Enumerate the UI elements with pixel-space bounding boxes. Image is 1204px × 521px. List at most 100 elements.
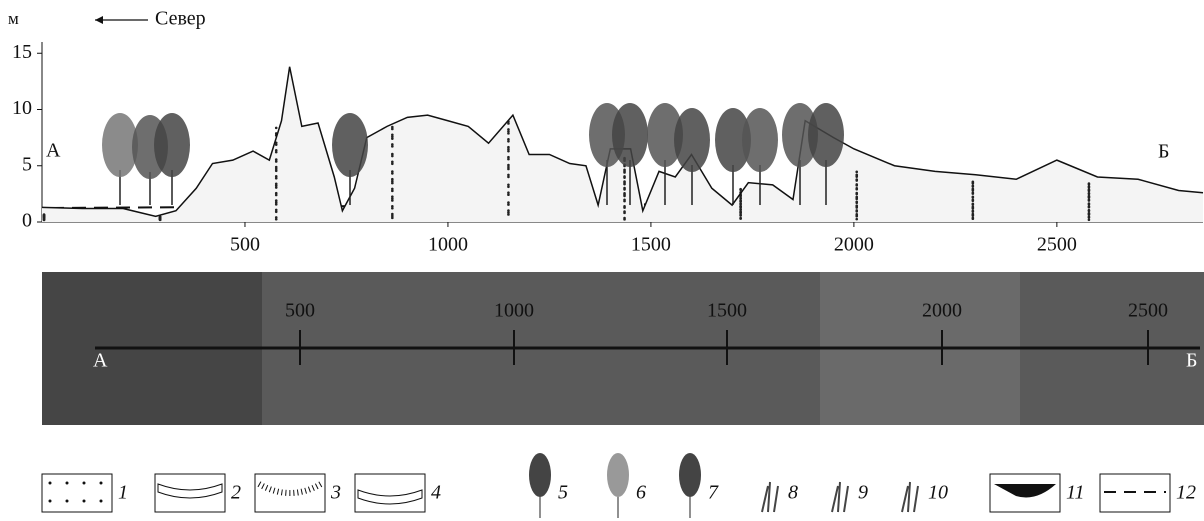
- sand-dot: [972, 210, 975, 213]
- tree-crown: [674, 108, 710, 172]
- x-tick-label: 500: [230, 234, 260, 256]
- sand-dot: [1088, 205, 1091, 208]
- legend-dot: [49, 500, 52, 503]
- sand-dot: [855, 196, 858, 199]
- figure: м Север А Б А Б 051015500100015002000250…: [0, 0, 1204, 521]
- legend-dot: [49, 482, 52, 485]
- sand-dot: [855, 171, 858, 174]
- sand-dot: [391, 133, 394, 136]
- sand-dot: [391, 178, 394, 181]
- profile-end-label: Б: [1158, 141, 1169, 163]
- legend-box: [155, 474, 225, 512]
- legend-number: 7: [708, 482, 719, 504]
- sand-dot: [1088, 216, 1091, 219]
- legend-number: 10: [928, 482, 948, 504]
- sand-dot: [507, 164, 510, 167]
- y-tick-label: 10: [12, 97, 32, 119]
- y-tick-label: 15: [12, 41, 32, 63]
- sand-dot: [507, 156, 510, 159]
- north-arrow-head: [95, 16, 103, 24]
- sand-dot: [43, 218, 46, 221]
- sand-dot: [507, 191, 510, 194]
- legend-curve: [259, 484, 321, 493]
- sand-dot: [739, 197, 742, 200]
- sand-dot: [275, 199, 278, 202]
- legend-hatch: [158, 484, 222, 498]
- tree-crown: [612, 103, 648, 167]
- sand-dot: [623, 217, 626, 220]
- profile-start-label: А: [46, 140, 61, 162]
- strip-label: 1000: [494, 300, 534, 322]
- direction-label: Север: [155, 8, 206, 30]
- legend-number: 3: [330, 482, 341, 504]
- sand-dot: [1088, 198, 1091, 201]
- sand-dot: [507, 201, 510, 204]
- sand-dot: [391, 161, 394, 164]
- x-tick-label: 2500: [1037, 234, 1077, 256]
- sand-dot: [855, 173, 858, 176]
- strip-label: 2500: [1128, 300, 1168, 322]
- legend-box: [42, 474, 112, 512]
- legend-dot: [100, 482, 103, 485]
- legend-number: 4: [431, 482, 441, 504]
- legend-grass: [902, 482, 918, 512]
- sand-dot: [507, 174, 510, 177]
- sand-dot: [739, 217, 742, 220]
- sand-dot: [1088, 185, 1091, 188]
- legend-dot: [83, 500, 86, 503]
- sand-dot: [391, 195, 394, 198]
- sand-dot: [855, 204, 858, 207]
- legend-tree-crown: [529, 453, 551, 497]
- sand-dot: [391, 170, 394, 173]
- legend-number: 2: [231, 482, 241, 504]
- sand-dot: [275, 175, 278, 178]
- sand-dot: [972, 192, 975, 195]
- legend-number: 11: [1066, 482, 1085, 504]
- sand-dot: [391, 188, 394, 191]
- sand-dot: [1088, 182, 1091, 185]
- sand-dot: [275, 209, 278, 212]
- sand-dot: [1088, 192, 1091, 195]
- tree-crown: [154, 113, 190, 177]
- sand-dot: [972, 213, 975, 216]
- legend-grass: [762, 482, 778, 512]
- tree-crown: [332, 113, 368, 177]
- sand-dot: [159, 218, 162, 221]
- legend-number: 1: [118, 482, 128, 504]
- legend-number: 6: [636, 482, 646, 504]
- sand-dot: [507, 128, 510, 131]
- sand-dot: [507, 146, 510, 149]
- sand-dot: [391, 143, 394, 146]
- sand-dot: [972, 199, 975, 202]
- tree-crown: [808, 103, 844, 167]
- y-tick-label: 5: [22, 153, 32, 175]
- sand-dot: [391, 126, 394, 129]
- sand-dot: [43, 216, 46, 219]
- sand-dot: [972, 203, 975, 206]
- sand-dot: [275, 158, 278, 161]
- sand-dot: [1088, 202, 1091, 205]
- sand-dot: [855, 200, 858, 203]
- legend-lens: [994, 484, 1056, 498]
- legend-number: 5: [558, 482, 568, 504]
- sand-dot: [855, 218, 858, 221]
- legend-hatch: [358, 490, 422, 504]
- sand-dot: [275, 216, 278, 219]
- sand-dot: [391, 213, 394, 216]
- strip-end-label: Б: [1186, 350, 1197, 372]
- sand-dot: [507, 209, 510, 212]
- sand-dot: [275, 183, 278, 186]
- sand-dot: [623, 199, 626, 202]
- sand-dot: [275, 166, 278, 169]
- sand-dot: [855, 178, 858, 181]
- y-axis-label: м: [8, 9, 19, 28]
- sand-dot: [1088, 188, 1091, 191]
- sand-dot: [623, 169, 626, 172]
- legend-dot: [66, 482, 69, 485]
- sand-dot: [739, 210, 742, 213]
- sand-dot: [855, 187, 858, 190]
- sand-dot: [623, 205, 626, 208]
- strip-label: 500: [285, 300, 315, 322]
- x-tick-label: 1000: [428, 234, 468, 256]
- sand-dot: [623, 175, 626, 178]
